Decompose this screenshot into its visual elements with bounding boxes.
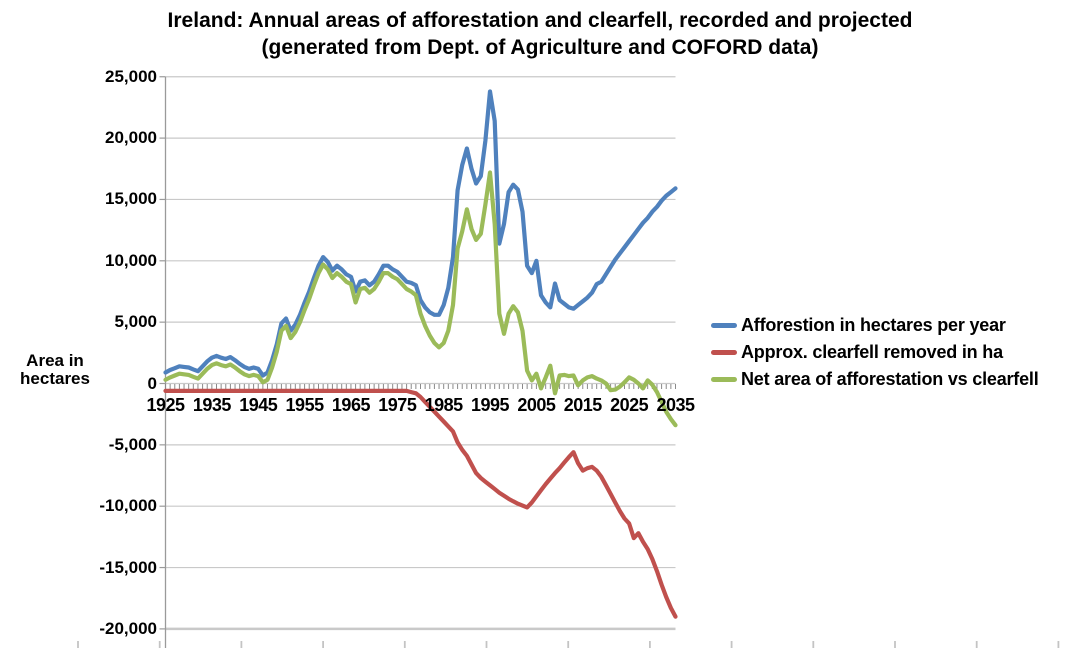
legend-swatch-icon: [711, 350, 737, 355]
x-tick-label-1955: 1955: [285, 395, 325, 415]
x-tick-label-2015: 2015: [563, 395, 603, 415]
chart-title: Ireland: Annual areas of afforestation a…: [0, 7, 1080, 61]
series-line-2: [163, 170, 678, 428]
x-tick-label-2005: 2005: [517, 395, 556, 415]
legend-swatch-icon: [711, 377, 737, 382]
y-tick-label--15,000: -15,000: [99, 557, 157, 577]
legend-swatch-icon: [711, 323, 737, 328]
y-tick-label-10,000: 10,000: [105, 250, 157, 270]
legend-label: Net area of afforestation vs clearfell: [741, 369, 1039, 389]
x-tick-label-1975: 1975: [378, 395, 417, 415]
x-tick-label-1985: 1985: [424, 395, 464, 415]
x-tick-label-2025: 2025: [610, 395, 649, 415]
x-tick-label-1935: 1935: [192, 395, 232, 415]
y-tick-label-0: 0: [147, 373, 157, 393]
y-tick-label--20,000: -20,000: [99, 618, 157, 638]
x-tick-label-1965: 1965: [331, 395, 371, 415]
legend-item-0: Afforestion in hectares per year: [711, 312, 1039, 339]
legend: Afforestion in hectares per year Approx. …: [711, 312, 1039, 393]
x-tick-label-2035: 2035: [656, 395, 695, 415]
y-axis-title-line1: Area in: [26, 351, 84, 370]
chart-title-line2: (generated from Dept. of Agriculture and…: [261, 36, 819, 59]
series-line-1: [163, 388, 678, 619]
y-tick-label-15,000: 15,000: [105, 189, 157, 209]
x-tick-label-1925: 1925: [146, 395, 185, 415]
y-tick-label--10,000: -10,000: [99, 496, 157, 516]
series-line-0: [163, 89, 678, 378]
legend-item-2: Net area of afforestation vs clearfell: [711, 366, 1039, 393]
x-tick-label-1945: 1945: [239, 395, 278, 415]
legend-item-1: Approx. clearfell removed in ha: [711, 339, 1039, 366]
y-tick-label--5,000: -5,000: [108, 434, 157, 454]
chart-title-line1: Ireland: Annual areas of afforestation a…: [167, 9, 913, 32]
x-tick-label-1995: 1995: [471, 395, 510, 415]
y-tick-label-25,000: 25,000: [105, 66, 157, 86]
legend-label: Afforestion in hectares per year: [741, 315, 1006, 335]
y-axis-title: Area in hectares: [2, 352, 108, 388]
legend-label: Approx. clearfell removed in ha: [741, 342, 1003, 362]
y-axis-title-line2: hectares: [20, 369, 90, 388]
y-tick-label-5,000: 5,000: [114, 312, 157, 332]
y-tick-label-20,000: 20,000: [105, 128, 157, 148]
